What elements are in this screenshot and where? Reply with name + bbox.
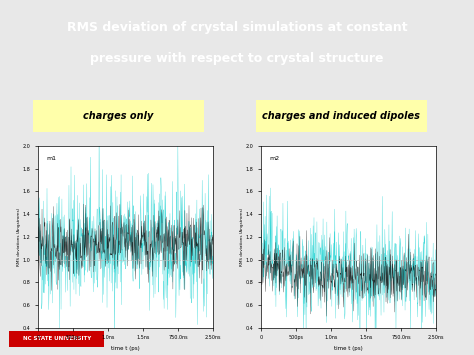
Text: charges only: charges only	[83, 111, 154, 121]
Y-axis label: RMS deviations (Angstroms): RMS deviations (Angstroms)	[17, 208, 21, 266]
Text: pressure with respect to crystal structure: pressure with respect to crystal structu…	[90, 52, 384, 65]
Text: m1: m1	[46, 157, 57, 162]
Text: charges and induced dipoles: charges and induced dipoles	[262, 111, 420, 121]
FancyBboxPatch shape	[9, 331, 104, 347]
X-axis label: time t (ps): time t (ps)	[111, 346, 140, 351]
X-axis label: time t (ps): time t (ps)	[334, 346, 363, 351]
FancyBboxPatch shape	[256, 100, 427, 132]
Text: NC STATE UNIVERSITY: NC STATE UNIVERSITY	[23, 337, 91, 342]
Y-axis label: RMS deviations (Angstroms): RMS deviations (Angstroms)	[240, 208, 244, 266]
Text: RMS deviation of crystal simulations at constant: RMS deviation of crystal simulations at …	[67, 21, 407, 34]
Text: m2: m2	[269, 157, 280, 162]
FancyBboxPatch shape	[33, 100, 204, 132]
